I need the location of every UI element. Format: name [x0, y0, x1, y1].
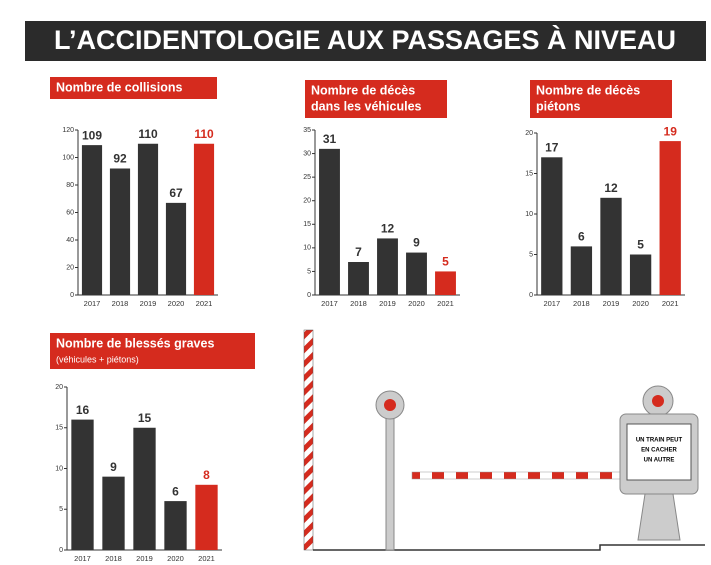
- y-tick-label: 15: [303, 221, 311, 228]
- x-tick-label: 2018: [573, 299, 590, 308]
- bar: [133, 428, 155, 550]
- value-label: 6: [578, 230, 585, 244]
- y-tick-label: 0: [307, 292, 311, 299]
- bar: [571, 246, 592, 295]
- x-tick-label: 2018: [105, 554, 122, 563]
- illustration: UN TRAIN PEUT EN CACHER UN AUTRE: [304, 330, 705, 550]
- infographic: L’ACCIDENTOLOGIE AUX PASSAGES À NIVEAU U…: [0, 0, 711, 565]
- y-tick-label: 30: [303, 150, 311, 157]
- bar: [319, 149, 340, 295]
- bar: [110, 169, 130, 296]
- y-tick-label: 10: [55, 465, 63, 472]
- bar: [194, 144, 214, 295]
- y-tick-label: 100: [62, 154, 74, 161]
- chart-title: Nombre de blessés graves: [56, 336, 214, 350]
- y-tick-label: 25: [303, 174, 311, 181]
- value-label: 8: [203, 468, 210, 482]
- bar: [541, 157, 562, 295]
- x-tick-label: 2021: [196, 299, 213, 308]
- x-tick-label: 2020: [408, 299, 425, 308]
- x-tick-label: 2018: [350, 299, 367, 308]
- value-label: 16: [76, 403, 90, 417]
- x-tick-label: 2017: [74, 554, 91, 563]
- value-label: 12: [604, 181, 618, 195]
- value-label: 92: [113, 152, 127, 166]
- value-label: 15: [138, 411, 152, 425]
- bar: [348, 262, 369, 295]
- value-label: 109: [82, 128, 102, 142]
- bar: [166, 203, 186, 295]
- value-label: 7: [355, 245, 362, 259]
- x-tick-label: 2019: [140, 299, 157, 308]
- y-tick-label: 120: [62, 127, 74, 134]
- x-tick-label: 2018: [112, 299, 129, 308]
- bar: [630, 255, 651, 296]
- y-tick-label: 20: [55, 384, 63, 391]
- bar: [435, 271, 456, 295]
- value-label: 31: [323, 132, 337, 146]
- y-tick-label: 20: [303, 198, 311, 205]
- page: L’ACCIDENTOLOGIE AUX PASSAGES À NIVEAU U…: [0, 0, 711, 565]
- y-tick-label: 80: [66, 182, 74, 189]
- y-tick-label: 15: [55, 425, 63, 432]
- y-tick-label: 5: [59, 506, 63, 513]
- y-tick-label: 20: [66, 264, 74, 271]
- bar: [600, 198, 621, 295]
- value-label: 5: [442, 255, 449, 269]
- y-tick-label: 60: [66, 209, 74, 216]
- y-tick-label: 5: [307, 268, 311, 275]
- chart-title: Nombre de décès: [536, 83, 640, 97]
- x-tick-label: 2017: [321, 299, 338, 308]
- x-tick-label: 2019: [603, 299, 620, 308]
- chart-title: dans les véhicules: [311, 99, 422, 113]
- value-label: 6: [172, 484, 179, 498]
- y-tick-label: 0: [529, 292, 533, 299]
- x-tick-label: 2021: [662, 299, 679, 308]
- bar: [138, 144, 158, 295]
- bar: [660, 141, 681, 295]
- bar: [102, 477, 124, 550]
- bar: [377, 238, 398, 295]
- value-label: 110: [194, 127, 214, 141]
- sign-text: EN CACHER: [641, 448, 677, 454]
- y-tick-label: 40: [66, 237, 74, 244]
- value-label: 19: [664, 124, 678, 138]
- chart-subtitle: (véhicules + piétons): [56, 354, 139, 364]
- sign-text: UN AUTRE: [644, 458, 675, 464]
- y-tick-label: 10: [525, 211, 533, 218]
- y-tick-label: 35: [303, 127, 311, 134]
- x-tick-label: 2020: [168, 299, 185, 308]
- x-tick-label: 2021: [198, 554, 215, 563]
- x-tick-label: 2020: [167, 554, 184, 563]
- x-tick-label: 2017: [84, 299, 101, 308]
- x-tick-label: 2017: [543, 299, 560, 308]
- chart-title: piétons: [536, 99, 580, 113]
- y-tick-label: 5: [529, 251, 533, 258]
- x-tick-label: 2019: [379, 299, 396, 308]
- chart-title: Nombre de décès: [311, 83, 415, 97]
- y-tick-label: 10: [303, 245, 311, 252]
- y-tick-label: 20: [525, 130, 533, 137]
- chart-title: Nombre de collisions: [56, 80, 182, 94]
- value-label: 5: [637, 238, 644, 252]
- bar: [71, 420, 93, 550]
- value-label: 9: [110, 460, 117, 474]
- value-label: 110: [138, 127, 158, 141]
- bar: [406, 253, 427, 295]
- x-tick-label: 2021: [437, 299, 454, 308]
- value-label: 12: [381, 222, 395, 236]
- y-tick-label: 15: [525, 170, 533, 177]
- sign-text: UN TRAIN PEUT: [636, 438, 683, 444]
- y-tick-label: 0: [59, 547, 63, 554]
- value-label: 9: [413, 236, 420, 250]
- value-label: 67: [169, 186, 183, 200]
- x-tick-label: 2020: [632, 299, 649, 308]
- bar: [82, 145, 102, 295]
- y-tick-label: 0: [70, 292, 74, 299]
- value-label: 17: [545, 140, 559, 154]
- bar: [195, 485, 217, 550]
- bar: [164, 501, 186, 550]
- main-title: L’ACCIDENTOLOGIE AUX PASSAGES À NIVEAU: [54, 24, 676, 55]
- x-tick-label: 2019: [136, 554, 153, 563]
